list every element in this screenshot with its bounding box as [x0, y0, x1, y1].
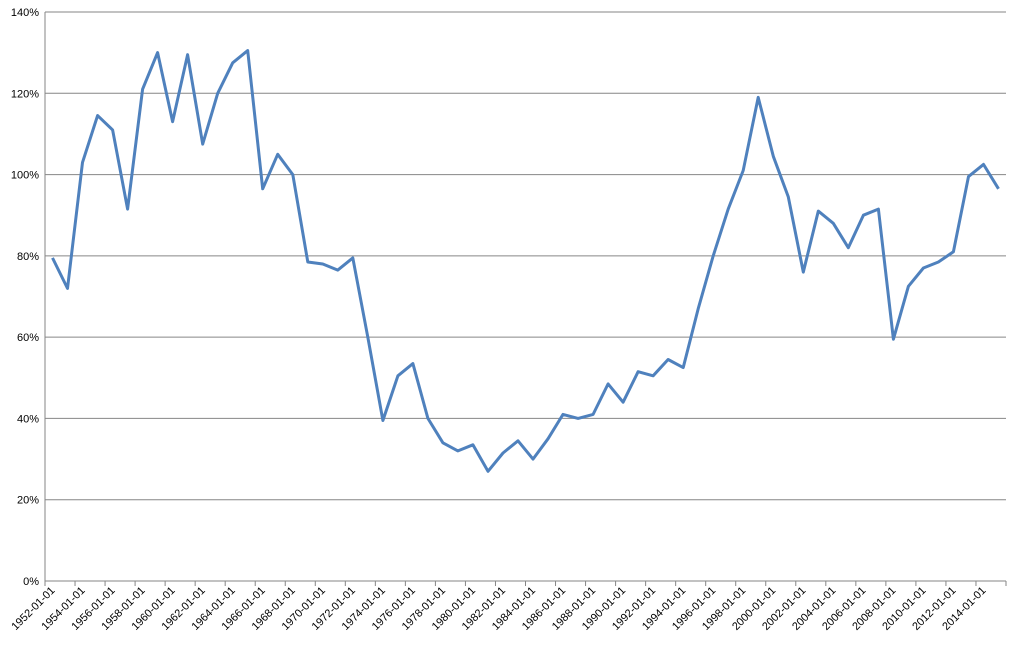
y-tick-label: 60% — [17, 332, 39, 344]
y-tick-label: 20% — [17, 495, 39, 507]
y-tick-label: 120% — [11, 88, 39, 100]
y-tick-label: 80% — [17, 251, 39, 263]
y-tick-label: 140% — [11, 7, 39, 19]
y-tick-label: 40% — [17, 413, 39, 425]
data-line — [51, 49, 1000, 473]
y-tick-label: 0% — [23, 576, 39, 588]
y-tick-label: 100% — [11, 170, 39, 182]
